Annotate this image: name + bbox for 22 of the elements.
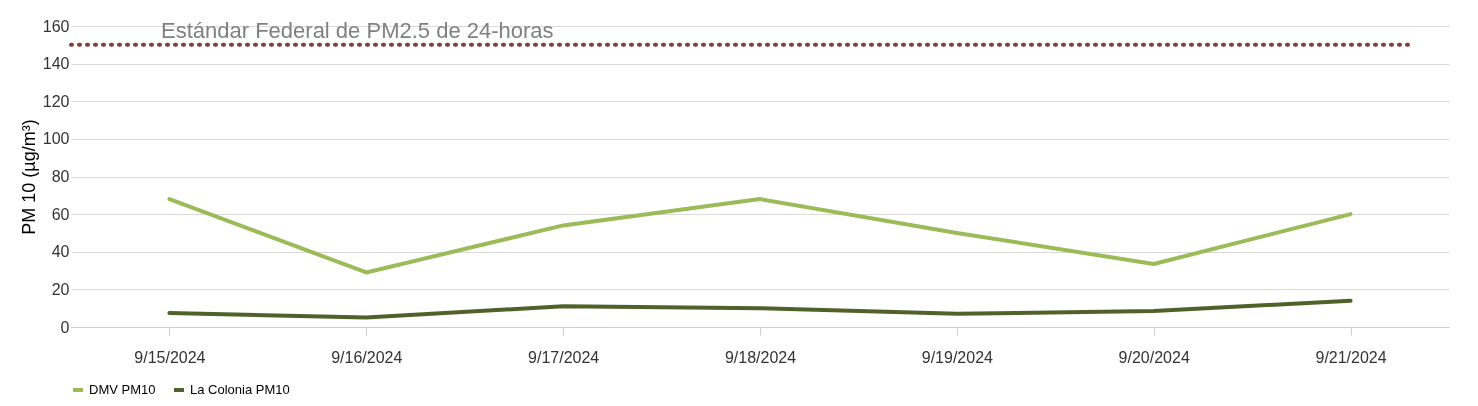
y-tick-label: 60: [51, 205, 70, 223]
x-tick-label: 9/21/2024: [1315, 348, 1387, 366]
y-tick-label: 20: [51, 280, 70, 298]
x-tick-label: 9/17/2024: [528, 348, 600, 366]
line-series: [167, 197, 1353, 275]
x-tick-label: 9/18/2024: [724, 348, 797, 366]
legend-label: DMV PM10: [89, 382, 156, 397]
x-tick-label: 9/19/2024: [921, 348, 994, 366]
line-series: [167, 298, 1353, 320]
ref-line-label: Estándar Federal de PM2.5 de 24-horas: [161, 17, 554, 43]
y-tick-label: 120: [42, 92, 70, 110]
y-tick-label: 100: [42, 130, 70, 148]
y-tick-label: 40: [51, 243, 70, 261]
x-tick-label: 9/15/2024: [134, 348, 206, 366]
y-tick-label: 0: [60, 318, 70, 336]
x-tick-label: 9/16/2024: [331, 348, 403, 366]
legend-label: La Colonia PM10: [190, 382, 290, 397]
y-tick-label: 140: [42, 55, 70, 73]
y-axis-title: PM 10 (µg/m³): [18, 119, 39, 235]
x-tick-label: 9/20/2024: [1118, 348, 1190, 366]
y-tick-label: 160: [42, 17, 70, 35]
y-tick-label: 80: [51, 168, 70, 185]
